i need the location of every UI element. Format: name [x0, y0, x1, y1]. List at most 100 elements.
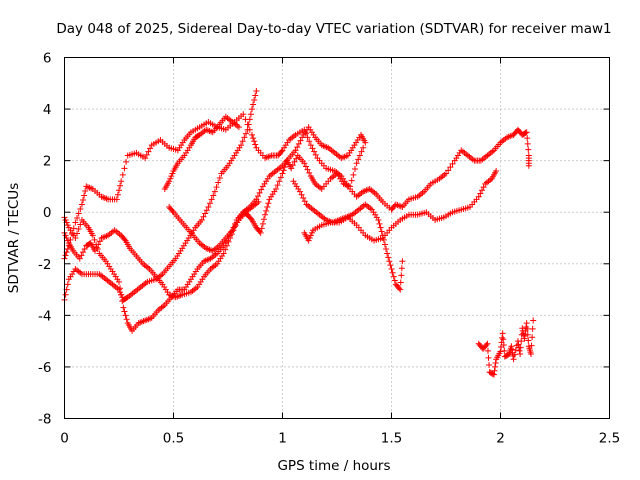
data-point — [72, 219, 79, 226]
data-point — [528, 351, 535, 358]
data-point — [511, 351, 518, 358]
data-point — [250, 135, 257, 142]
data-point — [117, 182, 124, 189]
data-point — [484, 340, 491, 347]
data-point — [94, 245, 101, 252]
data-point — [80, 196, 87, 203]
data-point — [122, 312, 129, 319]
data-point — [274, 182, 281, 189]
data-point — [96, 238, 103, 245]
axis-ticks: 0 0.5 1 1.5 2 2.5 -8 -6 -4 -2 0 2 4 6 — [38, 51, 620, 447]
data-point — [248, 131, 255, 138]
y-tick-label: -4 — [38, 308, 51, 324]
data-point — [288, 165, 295, 172]
data-point — [518, 338, 525, 345]
data-point — [529, 334, 536, 341]
data-point — [445, 167, 452, 174]
data-point — [256, 228, 263, 235]
data-point — [75, 225, 82, 232]
data-point — [211, 188, 218, 195]
data-point — [309, 145, 316, 152]
data-point — [255, 198, 262, 205]
data-point — [350, 171, 357, 178]
data-point — [259, 220, 266, 227]
data-point — [497, 348, 504, 355]
data-point — [289, 162, 296, 169]
data-point — [78, 252, 85, 259]
y-tick-label: -2 — [38, 257, 51, 273]
y-axis-label: SDTVAR / TECUs — [6, 183, 22, 293]
data-point — [62, 232, 69, 239]
plot-frame — [64, 57, 610, 419]
data-point — [306, 138, 313, 145]
data-point — [202, 210, 209, 217]
data-point — [312, 151, 319, 158]
data-point — [276, 178, 283, 185]
data-point — [305, 237, 312, 244]
data-point — [228, 228, 235, 235]
y-tick-label: -6 — [38, 360, 51, 376]
data-point — [93, 244, 100, 251]
data-point — [205, 204, 212, 211]
data-point — [245, 121, 252, 128]
data-point — [478, 187, 485, 194]
data-point — [143, 151, 150, 158]
data-point — [522, 129, 529, 136]
data-point — [307, 232, 314, 239]
data-point — [67, 236, 74, 243]
data-point — [519, 325, 526, 332]
data-point — [384, 250, 391, 257]
data-point — [524, 140, 531, 147]
data-point — [375, 216, 382, 223]
data-point — [524, 325, 531, 332]
data-point — [278, 148, 285, 155]
y-tick-label: 4 — [43, 102, 52, 118]
data-point — [113, 196, 120, 203]
data-point — [123, 316, 130, 323]
data-point — [74, 230, 81, 237]
data-point — [475, 193, 482, 200]
data-point — [398, 272, 405, 279]
data-point — [499, 334, 506, 341]
data-point — [376, 220, 383, 227]
data-point — [491, 367, 498, 374]
grid — [64, 57, 610, 419]
data-point — [216, 175, 223, 182]
data-point — [524, 135, 531, 142]
data-point — [198, 216, 205, 223]
data-point — [77, 221, 84, 228]
data-point — [530, 317, 537, 324]
data-point — [308, 229, 315, 236]
data-point — [80, 249, 87, 256]
data-point — [64, 222, 71, 229]
data-point — [297, 137, 304, 144]
data-point — [119, 298, 126, 305]
data-point — [398, 265, 405, 272]
data-point — [500, 342, 507, 349]
data-point — [64, 281, 71, 288]
y-tick-label: 2 — [43, 154, 52, 170]
data-point — [485, 354, 492, 361]
data-point — [70, 225, 77, 232]
data-point — [248, 106, 255, 113]
data-point — [483, 342, 490, 349]
data-point — [385, 254, 392, 261]
data-point — [516, 347, 523, 354]
data-point — [250, 101, 257, 108]
data-point — [263, 207, 270, 214]
data-point — [75, 210, 82, 217]
data-point — [358, 148, 365, 155]
data-point — [500, 336, 507, 343]
data-point — [298, 191, 305, 198]
data-point — [311, 148, 318, 155]
data-point — [529, 325, 536, 332]
data-point — [82, 187, 89, 194]
data-point — [260, 216, 267, 223]
data-point — [114, 191, 121, 198]
data-point — [389, 269, 396, 276]
data-point — [348, 177, 355, 184]
data-point — [525, 162, 532, 169]
data-point — [306, 235, 313, 241]
data-point — [277, 174, 284, 181]
x-tick-label: 1.5 — [381, 431, 402, 447]
